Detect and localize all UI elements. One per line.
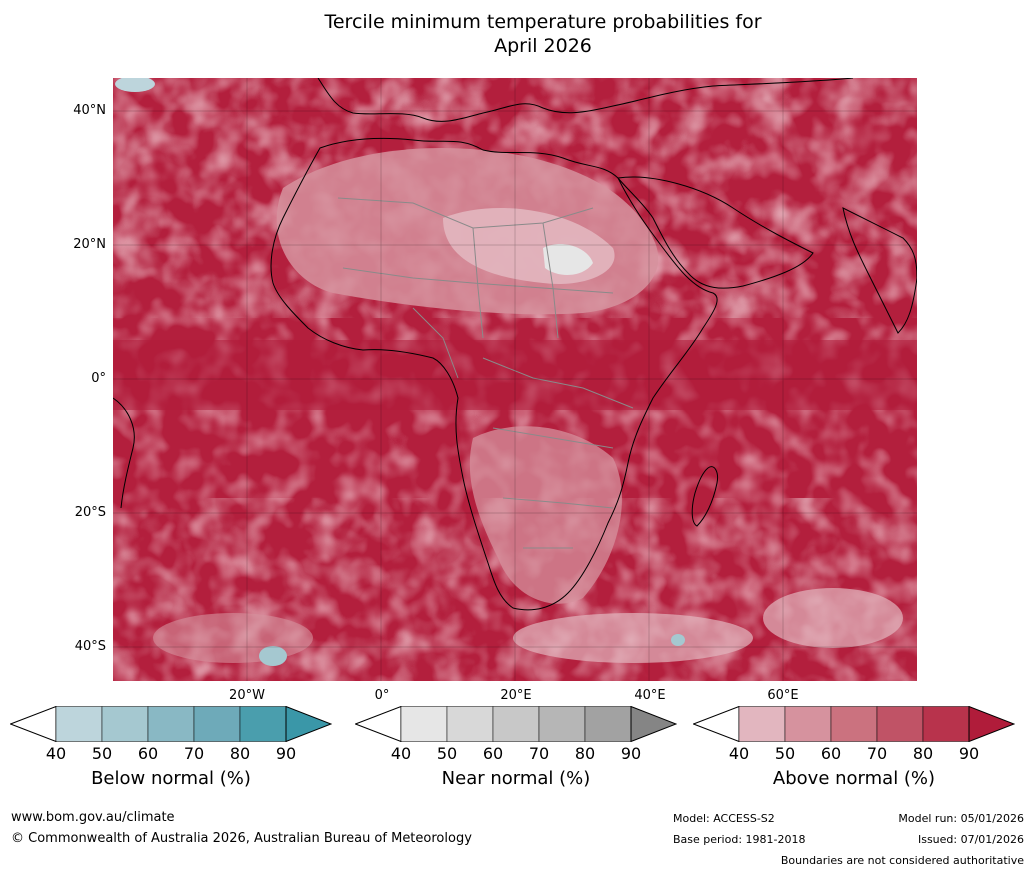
sahara-near-normal: [543, 243, 593, 275]
colorbar-segment: [784, 706, 832, 742]
colorbar-tick-label: 50: [91, 744, 113, 763]
colorbar-tick-label: 60: [820, 744, 842, 763]
footer-disclaimer: Boundaries are not considered authoritat…: [780, 854, 1024, 867]
lat-label-0: 0°: [91, 371, 106, 386]
colorbar-segment: [538, 706, 586, 742]
colorbar-tick-label: 40: [45, 744, 67, 763]
footer-copyright: © Commonwealth of Australia 2026, Austra…: [11, 831, 472, 846]
india-coastline: [842, 207, 917, 334]
madagascar-coastline: [691, 466, 718, 527]
footer-url: www.bom.gov.au/climate: [11, 810, 175, 825]
footer-issued: Issued: 07/01/2026: [917, 833, 1024, 846]
below-normal-spot: [259, 646, 287, 666]
colorbar-title-below: Below normal (%): [91, 768, 251, 789]
colorbar-tick-label: 90: [275, 744, 297, 763]
colorbar-above-normal: [693, 706, 1015, 742]
colorbar-tick-label: 90: [958, 744, 980, 763]
colorbar-extension-high: [285, 706, 332, 742]
colorbar-segment: [492, 706, 540, 742]
colorbar-segment: [193, 706, 241, 742]
colorbar-extension-low: [693, 706, 740, 742]
lon-label-0: 0°: [374, 688, 390, 703]
colorbar-tick-label: 50: [774, 744, 796, 763]
colorbar-title-near: Near normal (%): [441, 768, 591, 789]
lat-label-20s: 20°S: [74, 505, 106, 520]
southern-ocean-blotch: [513, 613, 753, 663]
south-america-coastline: [113, 397, 135, 509]
southern-ocean-blotch: [153, 613, 313, 663]
colorbar-tick-label: 90: [620, 744, 642, 763]
lat-label-40s: 40°S: [74, 639, 106, 654]
below-normal-spot: [671, 634, 685, 646]
chart-title: Tercile minimum temperature probabilitie…: [0, 10, 1035, 58]
southern-ocean-blotch: [763, 588, 903, 648]
colorbar-extension-high: [630, 706, 677, 742]
colorbar-tick-label: 70: [183, 744, 205, 763]
title-line-1: Tercile minimum temperature probabilitie…: [324, 11, 762, 33]
title-line-2: April 2026: [494, 35, 592, 57]
colorbar-segment: [876, 706, 924, 742]
colorbar-segment: [55, 706, 103, 742]
colorbar-extension-high: [968, 706, 1015, 742]
colorbar-tick-label: 70: [866, 744, 888, 763]
footer-base-period: Base period: 1981-2018: [673, 833, 806, 846]
colorbar-tick-label: 60: [137, 744, 159, 763]
footer-model: Model: ACCESS-S2: [673, 812, 775, 825]
graticule: [113, 78, 917, 681]
colorbar-below-normal: [10, 706, 332, 742]
colorbar-title-above: Above normal (%): [772, 768, 936, 789]
colorbar-segment: [400, 706, 448, 742]
arabia-coastline: [617, 176, 814, 289]
equatorial-belt: [113, 340, 917, 410]
lon-label-40e: 40°E: [634, 688, 666, 703]
africa-coastline: [270, 137, 718, 611]
colorbar-tick-label: 50: [436, 744, 458, 763]
colorbar-tick-label: 40: [728, 744, 750, 763]
europe-coastline: [317, 78, 854, 122]
colorbar-extension-low: [10, 706, 57, 742]
lon-label-20e: 20°E: [500, 688, 532, 703]
colorbar-segment: [922, 706, 970, 742]
colorbar-segment: [446, 706, 494, 742]
colorbar-segment: [101, 706, 149, 742]
lat-label-40n: 40°N: [73, 103, 106, 118]
colorbar-segment: [830, 706, 878, 742]
country-borders: [337, 197, 634, 549]
colorbar-segment: [738, 706, 786, 742]
colorbar-segment: [239, 706, 287, 742]
map-panel: [113, 78, 917, 681]
southern-africa-region: [469, 426, 622, 604]
colorbar-tick-label: 40: [390, 744, 412, 763]
lat-label-20n: 20°N: [73, 237, 106, 252]
colorbar-tick-label: 70: [528, 744, 550, 763]
colorbar-tick-label: 80: [912, 744, 934, 763]
lon-label-60e: 60°E: [767, 688, 799, 703]
colorbar-tick-label: 80: [229, 744, 251, 763]
colorbar-tick-label: 60: [482, 744, 504, 763]
colorbar-extension-low: [355, 706, 402, 742]
footer-model-run: Model run: 05/01/2026: [898, 812, 1024, 825]
colorbar-segment: [584, 706, 632, 742]
probability-map: [113, 78, 917, 681]
lon-label-20w: 20°W: [229, 688, 265, 703]
below-normal-spot: [115, 78, 155, 92]
colorbar-tick-label: 80: [574, 744, 596, 763]
colorbar-near-normal: [355, 706, 677, 742]
colorbar-segment: [147, 706, 195, 742]
